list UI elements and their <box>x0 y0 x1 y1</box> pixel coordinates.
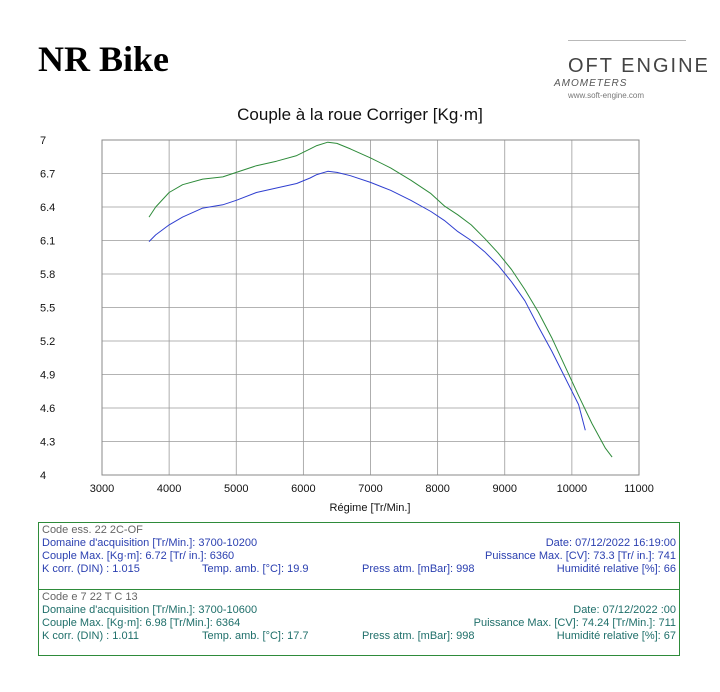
chart-grid <box>102 140 639 475</box>
y-tick-label: 4 <box>40 470 46 482</box>
y-tick-label: 5.5 <box>40 303 55 315</box>
x-axis-ticks: 3000 4000 5000 6000 7000 8000 9000 10000 11000 <box>90 483 654 495</box>
run1-line-domain: Domaine d'acquisition [Tr/Min.]: 3700-10… <box>42 537 676 550</box>
run2-puissance: Puissance Max. [CV]: 74.24 [Tr/Min.]: 71… <box>473 617 676 629</box>
run1-kcorr: K corr. (DIN) : 1.015 <box>42 563 140 575</box>
run2-temp: Temp. amb. [°C]: 17.7 <box>202 630 309 642</box>
series-line-2 <box>148 170 586 431</box>
logo-subtitle: AMOMETERS <box>554 78 628 89</box>
run1-humid: Humidité relative [%]: 66 <box>556 563 676 575</box>
logo-name: OFT ENGINE <box>568 55 710 77</box>
brand-logo: OFT ENGINE AMOMETERS www.soft-engine.com <box>552 40 708 102</box>
run1-press: Press atm. [mBar]: 998 <box>362 563 475 575</box>
run2-domain: Domaine d'acquisition [Tr/Min.]: 3700-10… <box>42 604 258 616</box>
run2-humid: Humidité relative [%]: 67 <box>556 630 676 642</box>
x-tick-label: 8000 <box>425 483 449 495</box>
chart-title: Couple à la roue Corriger [Kg·m] <box>237 105 483 124</box>
run1-temp: Temp. amb. [°C]: 19.9 <box>202 563 309 575</box>
run1-date: Date: 07/12/2022 16:19:00 <box>545 537 676 549</box>
run2-date: Date: 07/12/2022 :00 <box>573 604 676 616</box>
run-info-block-1: Code ess. 22 2C-OF Domaine d'acquisition… <box>39 523 679 589</box>
run1-puissance: Puissance Max. [CV]: 73.3 [Tr/ in.]: 741 <box>485 550 676 562</box>
logo-rule <box>568 40 686 41</box>
plot-frame <box>101 139 640 476</box>
logo-url: www.soft-engine.com <box>568 91 645 100</box>
y-tick-label: 4.6 <box>40 403 55 415</box>
x-tick-label: 3000 <box>90 483 114 495</box>
y-tick-label: 5.2 <box>40 336 55 348</box>
y-tick-label: 4.3 <box>40 437 55 449</box>
y-tick-label: 7 <box>40 135 46 147</box>
run2-press: Press atm. [mBar]: 998 <box>362 630 475 642</box>
run1-code: Code ess. 22 2C-OF <box>42 524 143 536</box>
run1-domain: Domaine d'acquisition [Tr/Min.]: 3700-10… <box>42 537 258 549</box>
series-line-1 <box>148 141 613 458</box>
run2-kcorr: K corr. (DIN) : 1.011 <box>42 630 139 642</box>
x-tick-label: 5000 <box>224 483 248 495</box>
x-tick-label: 6000 <box>291 483 315 495</box>
y-tick-label: 4.9 <box>40 370 55 382</box>
x-tick-label: 11000 <box>624 483 654 495</box>
run-info-box: Code ess. 22 2C-OF Domaine d'acquisition… <box>38 522 680 656</box>
y-tick-label: 6.4 <box>40 202 55 214</box>
run2-code: Code e 7 22 T C 13 <box>42 591 138 603</box>
run1-couple: Couple Max. [Kg·m]: 6.72 [Tr/ in.]: 6360 <box>42 550 235 562</box>
y-tick-label: 6.1 <box>40 236 55 248</box>
x-axis-label: Régime [Tr/Min.] <box>330 502 411 514</box>
run-info-block-2: Code e 7 22 T C 13 Domaine d'acquisition… <box>39 589 679 656</box>
page-title: NR Bike <box>38 39 170 79</box>
torque-chart: Couple à la roue Corriger [Kg·m] 4 4.3 4.6… <box>40 105 654 514</box>
y-tick-label: 5.8 <box>40 269 55 281</box>
x-tick-label: 7000 <box>358 483 382 495</box>
x-tick-label: 9000 <box>493 483 517 495</box>
run2-line-conditions: K corr. (DIN) : 1.011 Temp. amb. [°C]: 1… <box>42 630 676 643</box>
run1-line-couple: Couple Max. [Kg·m]: 6.72 [Tr/ in.]: 6360… <box>42 550 676 563</box>
run2-line-domain: Domaine d'acquisition [Tr/Min.]: 3700-10… <box>42 604 676 617</box>
run2-line-couple: Couple Max. [Kg·m]: 6.98 [Tr/Min.]: 6364… <box>42 617 676 630</box>
x-tick-label: 10000 <box>557 483 588 495</box>
run2-couple: Couple Max. [Kg·m]: 6.98 [Tr/Min.]: 6364 <box>42 617 241 629</box>
run1-line-conditions: K corr. (DIN) : 1.015 Temp. amb. [°C]: 1… <box>42 563 676 576</box>
chart-series <box>148 141 613 458</box>
x-tick-label: 4000 <box>157 483 181 495</box>
y-axis-ticks: 4 4.3 4.6 4.9 5.2 5.5 5.8 6.1 6.4 6.7 7 <box>40 135 55 482</box>
y-tick-label: 6.7 <box>40 169 55 181</box>
